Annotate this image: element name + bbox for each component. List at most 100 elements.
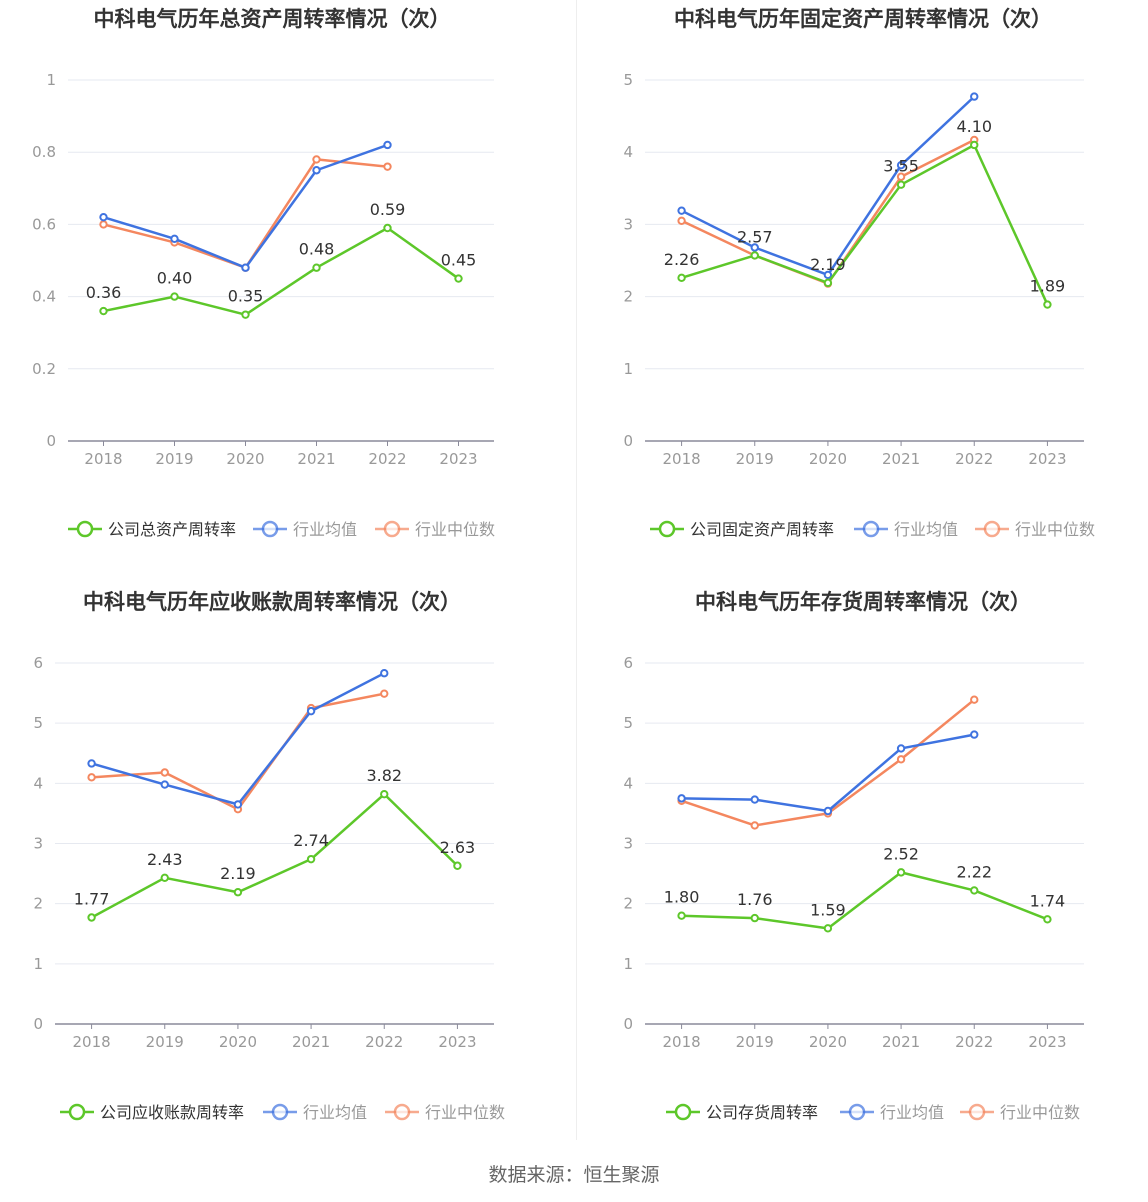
data-point-company [160, 873, 169, 882]
x-tick-label: 2019 [155, 450, 193, 468]
data-source-label: 数据来源：恒生聚源 [488, 1164, 660, 1186]
data-label: 2.52 [883, 844, 919, 863]
series-line-company [90, 792, 459, 919]
x-tick-label: 2022 [368, 450, 406, 468]
data-label: 2.74 [293, 831, 329, 850]
legend-label-avg: 行业均值 [880, 1103, 944, 1122]
y-tick-label: 0 [33, 1015, 43, 1033]
data-point-company [170, 292, 179, 301]
data-point-median [380, 689, 389, 698]
data-point-avg [750, 795, 759, 804]
legend-label-median: 行业中位数 [415, 520, 495, 539]
y-tick-label: 5 [623, 71, 633, 89]
data-point-avg [677, 206, 686, 215]
legend-marker-avg [848, 1103, 866, 1121]
data-label: 0.40 [157, 269, 193, 288]
data-point-avg [160, 780, 169, 789]
legend-label-avg: 行业均值 [293, 520, 357, 539]
data-point-company [823, 924, 833, 933]
data-label: 0.36 [86, 283, 122, 302]
data-point-median [383, 162, 392, 171]
x-tick-label: 2022 [955, 450, 993, 468]
y-tick-label: 2 [33, 895, 43, 913]
x-tick-label: 2023 [438, 1033, 476, 1051]
data-point-company [233, 888, 243, 897]
data-point-avg [170, 234, 179, 244]
y-tick-label: 0 [46, 432, 56, 450]
legend-marker-median [393, 1103, 411, 1121]
data-point-company [677, 911, 686, 920]
data-label: 2.19 [810, 255, 846, 274]
data-point-avg [823, 806, 833, 816]
data-point-company [454, 274, 463, 283]
series-line-median [91, 692, 385, 811]
y-tick-label: 0.4 [32, 288, 56, 306]
x-tick-label: 2021 [292, 1033, 330, 1051]
data-point-company [896, 180, 906, 189]
data-label: 1.59 [810, 900, 846, 919]
chart-fixed-asset-turnover: 中科电气历年固定资产周转率情况（次） 0 1 2 3 4 5 2018 2019 2020 2021… [623, 7, 1095, 539]
series-line-avg [681, 95, 976, 277]
data-label: 3.82 [366, 766, 402, 785]
y-tick-label: 6 [623, 654, 633, 672]
legend-marker-company [674, 1103, 692, 1121]
legend-marker-median [983, 520, 1001, 538]
data-point-company [383, 223, 392, 233]
y-tick-label: 1 [623, 955, 633, 973]
y-tick-label: 0 [623, 1015, 633, 1033]
series-line-avg [91, 672, 385, 806]
series-line-median [681, 698, 976, 827]
y-tick-label: 3 [33, 835, 43, 853]
legend-marker-company [658, 520, 676, 538]
y-tick-label: 2 [623, 288, 633, 306]
data-point-company [896, 868, 906, 877]
data-label: 2.57 [737, 227, 773, 246]
data-point-median [312, 155, 321, 164]
y-tick-label: 3 [623, 215, 633, 233]
y-tick-label: 0.8 [32, 143, 56, 161]
y-tick-label: 5 [623, 714, 633, 732]
x-tick-label: 2023 [1028, 450, 1066, 468]
data-point-median [99, 220, 108, 229]
data-point-company [970, 886, 979, 895]
y-tick-label: 0.2 [32, 360, 56, 378]
data-point-median [677, 216, 686, 225]
data-label: 0.48 [299, 240, 335, 259]
chart-title: 中科电气历年固定资产周转率情况（次） [674, 7, 1052, 31]
chart-inventory-turnover: 中科电气历年存货周转率情况（次） 0 1 2 3 4 5 6 2018 2019 2020 2021 2… [623, 590, 1084, 1122]
x-tick-label: 2020 [219, 1033, 257, 1051]
data-point-avg [312, 166, 321, 175]
data-point-avg [677, 794, 686, 803]
data-point-avg [241, 263, 250, 272]
legend-label-avg: 行业均值 [303, 1103, 367, 1122]
y-tick-label: 2 [623, 895, 633, 913]
x-tick-label: 2020 [226, 450, 264, 468]
legend-label-company: 公司应收账款周转率 [100, 1103, 244, 1122]
y-tick-label: 0 [623, 432, 633, 450]
data-point-median [160, 768, 169, 777]
chart-panel-receivables-turnover: 中科电气历年应收账款周转率情况（次） 0 1 2 3 4 5 6 2018 2019 2020 202… [0, 583, 574, 1163]
chart-title: 中科电气历年存货周转率情况（次） [695, 590, 1031, 614]
data-label: 2.63 [440, 838, 476, 857]
data-point-company [677, 273, 686, 283]
x-tick-label: 2021 [882, 450, 920, 468]
legend-label-company: 公司固定资产周转率 [690, 520, 834, 539]
data-point-avg [383, 140, 392, 150]
legend-label-median: 行业中位数 [1015, 520, 1095, 539]
data-label: 0.59 [370, 200, 406, 219]
y-tick-label: 4 [623, 774, 633, 792]
x-tick-label: 2018 [662, 1033, 700, 1051]
data-point-company [750, 251, 759, 260]
x-tick-label: 2022 [365, 1033, 403, 1051]
data-point-company [750, 913, 759, 923]
legend-marker-avg [271, 1103, 289, 1121]
data-point-avg [233, 800, 243, 809]
data-point-company [306, 854, 316, 864]
data-point-avg [970, 92, 979, 101]
data-label: 1.76 [737, 890, 773, 909]
x-tick-label: 2018 [72, 1033, 110, 1051]
data-label: 1.89 [1030, 277, 1066, 296]
data-point-avg [896, 744, 906, 753]
data-point-company [87, 913, 96, 922]
data-point-company [241, 310, 250, 319]
